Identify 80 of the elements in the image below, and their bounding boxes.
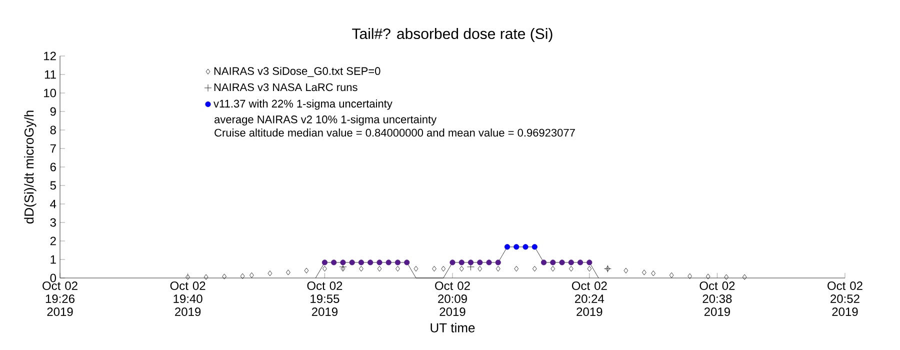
x-axis-title: UT time	[430, 322, 475, 332]
point	[222, 274, 226, 280]
y-tick-label: 5	[50, 181, 56, 190]
point	[532, 266, 537, 272]
point	[368, 260, 374, 266]
point	[651, 270, 656, 276]
y-tick-label: 4	[50, 200, 56, 208]
x-tick-label: Oct 02 19:55 2019	[307, 282, 342, 316]
point	[624, 268, 628, 274]
point	[495, 260, 501, 266]
point	[404, 260, 410, 266]
x-tick-label: Oct 02 20:09 2019	[435, 282, 470, 316]
point	[669, 272, 674, 278]
legend-label: v11.37 with 22% 1-sigma uncertainty	[214, 100, 392, 110]
point	[550, 266, 556, 272]
point	[376, 260, 382, 266]
point	[478, 266, 482, 272]
point	[540, 260, 547, 266]
annotation: Cruise altitude median value = 0.84000000 and mean value = 0.96923077	[214, 128, 575, 137]
point	[386, 260, 392, 266]
point	[414, 266, 418, 272]
annotation: average NAIRAS v2 10% 1-sigma uncertainty	[214, 115, 437, 126]
point	[340, 260, 346, 266]
point	[504, 244, 510, 250]
point	[514, 244, 520, 250]
y-tick-label: 12	[44, 52, 56, 60]
point	[358, 260, 364, 266]
point	[706, 274, 710, 280]
x-tick-label: Oct 02 20:52 2019	[828, 282, 862, 316]
point	[688, 273, 692, 279]
point	[441, 266, 446, 272]
point	[240, 273, 245, 279]
point	[268, 270, 272, 276]
point	[577, 260, 584, 266]
point	[468, 260, 474, 266]
y-tick-label: 2	[50, 236, 56, 246]
point	[587, 266, 592, 272]
point	[186, 274, 190, 280]
point	[450, 260, 456, 266]
y-tick-label: 1	[50, 255, 56, 264]
point	[586, 260, 592, 266]
y-tick-label: 11	[44, 70, 56, 79]
point	[486, 260, 492, 266]
y-tick-label: 6	[50, 162, 56, 172]
x-tick-label: Oct 02 19:26 2019	[42, 282, 78, 316]
point	[331, 260, 337, 266]
point	[349, 260, 355, 266]
legend-label: NAIRAS v3 SiDose_G0.txt SEP=0	[214, 66, 380, 78]
point	[514, 266, 519, 272]
point	[532, 244, 538, 250]
point	[377, 266, 382, 272]
y-tick-label: 8	[50, 126, 56, 134]
y-axis-title: dD(Si)/dt microGy/h	[24, 110, 36, 224]
point	[568, 260, 574, 266]
y-tick-label: 7	[50, 144, 56, 153]
point	[458, 260, 464, 266]
y-tick-label: 0	[50, 274, 56, 282]
y-tick-label: 3	[50, 218, 56, 227]
x-tick-label: Oct 02 20:24 2019	[572, 282, 607, 316]
point	[550, 260, 556, 266]
point	[477, 260, 483, 266]
point	[496, 266, 500, 272]
point	[522, 244, 528, 250]
x-tick-label: Oct 02 19:40 2019	[170, 282, 206, 316]
point	[642, 270, 646, 276]
y-tick-label: 9	[50, 107, 56, 116]
point	[394, 260, 401, 266]
point	[204, 274, 208, 280]
point	[742, 274, 747, 280]
point	[724, 274, 728, 280]
point	[459, 266, 464, 272]
chart-title: Tail#? absorbed dose rate (Si)	[352, 28, 552, 42]
point	[286, 270, 290, 276]
y-tick-label: 10	[44, 88, 56, 98]
point	[340, 266, 346, 272]
point	[322, 260, 328, 266]
point	[304, 268, 309, 274]
x-tick-label: Oct 02 20:38 2019	[700, 282, 735, 316]
legend-label: NAIRAS v3 NASA LaRC runs	[214, 83, 358, 92]
point	[559, 260, 565, 266]
